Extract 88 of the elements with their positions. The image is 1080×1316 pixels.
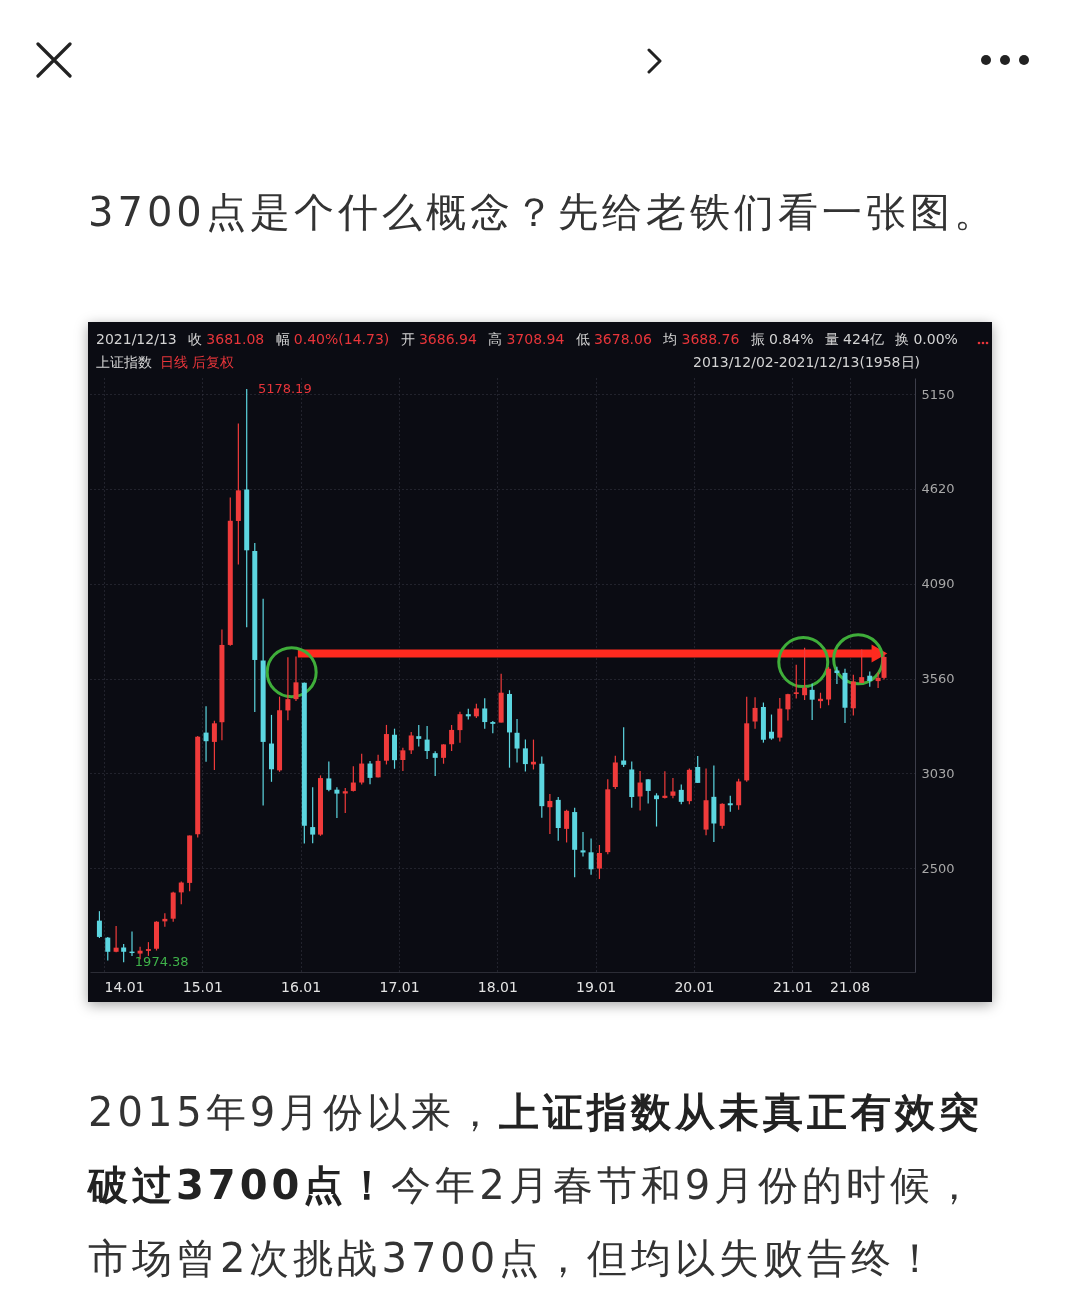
y-tick-label: 3560 xyxy=(921,671,955,687)
x-tick-label: 14.01 xyxy=(104,978,145,995)
candlestick xyxy=(432,750,438,777)
x-tick-label: 20.01 xyxy=(674,978,715,995)
text: 日线 后复权 xyxy=(160,354,235,370)
x-tick-label: 21.08 xyxy=(830,978,871,995)
annotation: 5178.19 xyxy=(257,381,312,397)
candlestick xyxy=(113,925,119,953)
candlestick xyxy=(793,664,799,700)
candlestick xyxy=(334,786,340,819)
candlestick xyxy=(522,738,528,773)
text: 高 3708.94 xyxy=(488,331,565,347)
candlestick xyxy=(350,765,356,793)
candlestick xyxy=(514,718,520,764)
candlestick xyxy=(802,647,808,701)
text: 振 0.84% xyxy=(750,331,814,347)
x-tick-label: 15.01 xyxy=(182,978,223,995)
candlestick xyxy=(580,831,586,858)
text: 收 3681.08 xyxy=(188,331,265,347)
candlestick xyxy=(752,696,758,730)
text: 低 3678.06 xyxy=(575,331,652,347)
x-tick-label: 17.01 xyxy=(379,978,420,995)
chart-title: 3700点是个什么概念？先给老铁们看一张图。 xyxy=(88,188,999,237)
candlestick xyxy=(367,760,373,785)
candlestick xyxy=(359,753,365,786)
candlestick xyxy=(178,880,184,905)
candlestick xyxy=(285,656,291,721)
candlestick xyxy=(564,809,570,844)
candlestick xyxy=(768,713,774,741)
candlestick xyxy=(670,777,676,799)
text: 开 3686.94 xyxy=(400,331,477,347)
candlestick xyxy=(96,910,102,939)
candlestick xyxy=(400,747,406,772)
candlestick xyxy=(654,792,660,828)
candlestick xyxy=(293,655,299,702)
candlestick xyxy=(637,770,643,812)
text: 市场曾2次挑战3700点，但均以失败告终！ xyxy=(88,1235,940,1281)
candlestick xyxy=(785,693,791,722)
candlestick xyxy=(588,837,594,876)
candlestick xyxy=(211,720,217,771)
candlestick xyxy=(449,724,455,752)
candlestick xyxy=(719,802,725,830)
y-tick-label: 4620 xyxy=(921,481,955,497)
candlestick xyxy=(678,783,684,805)
candlestick xyxy=(736,778,742,811)
candlestick xyxy=(809,682,815,721)
candlestick xyxy=(203,705,209,763)
x-tick-label: 19.01 xyxy=(576,978,617,995)
candlestick xyxy=(645,778,651,805)
text: 换 0.00% xyxy=(895,331,958,347)
text: 均 3688.76 xyxy=(663,331,740,347)
y-tick-label: 4090 xyxy=(921,576,955,592)
annotation: 1974.38 xyxy=(134,954,189,970)
text: 破过3700点！ xyxy=(88,1162,392,1208)
y-tick-label: 3030 xyxy=(921,765,955,781)
candlestick xyxy=(105,936,111,962)
candlestick xyxy=(424,725,430,760)
candlestick xyxy=(859,648,865,684)
candlestick xyxy=(596,844,602,880)
text: 幅 0.40%(14.73) xyxy=(275,331,390,347)
y-tick-label: 2500 xyxy=(921,860,955,876)
candlestick xyxy=(416,724,422,748)
text: 上证指数 xyxy=(96,354,152,370)
x-tick-label: 21.01 xyxy=(772,978,814,995)
y-tick-label: 5150 xyxy=(921,386,955,402)
candlestick xyxy=(375,754,381,779)
candlestick xyxy=(621,726,627,768)
candlestick xyxy=(662,770,668,800)
candlestick xyxy=(881,651,887,681)
text: 2021/12/13 xyxy=(96,331,177,349)
candlestick xyxy=(310,786,316,844)
text: 上证指数从未真正有效突 xyxy=(499,1089,984,1135)
candlestick xyxy=(441,743,447,765)
candlestick xyxy=(482,697,488,730)
x-tick-label: 18.01 xyxy=(477,978,518,995)
text: 2013/12/02-2021/12/13(1958日) xyxy=(693,354,920,372)
text: 今年2月春节和9月份的时候， xyxy=(391,1162,979,1208)
candlestick xyxy=(875,671,881,689)
candlestick xyxy=(457,711,463,744)
candlestick xyxy=(695,755,701,784)
candlestick xyxy=(342,787,348,814)
text: 量 424亿 xyxy=(825,331,884,347)
candlestick xyxy=(408,731,414,755)
candlestick xyxy=(326,760,332,792)
text: 2015年9月份以来， xyxy=(88,1089,500,1135)
candlestick xyxy=(121,943,127,963)
x-tick-label: 16.01 xyxy=(281,978,322,995)
candlestick xyxy=(547,793,553,835)
